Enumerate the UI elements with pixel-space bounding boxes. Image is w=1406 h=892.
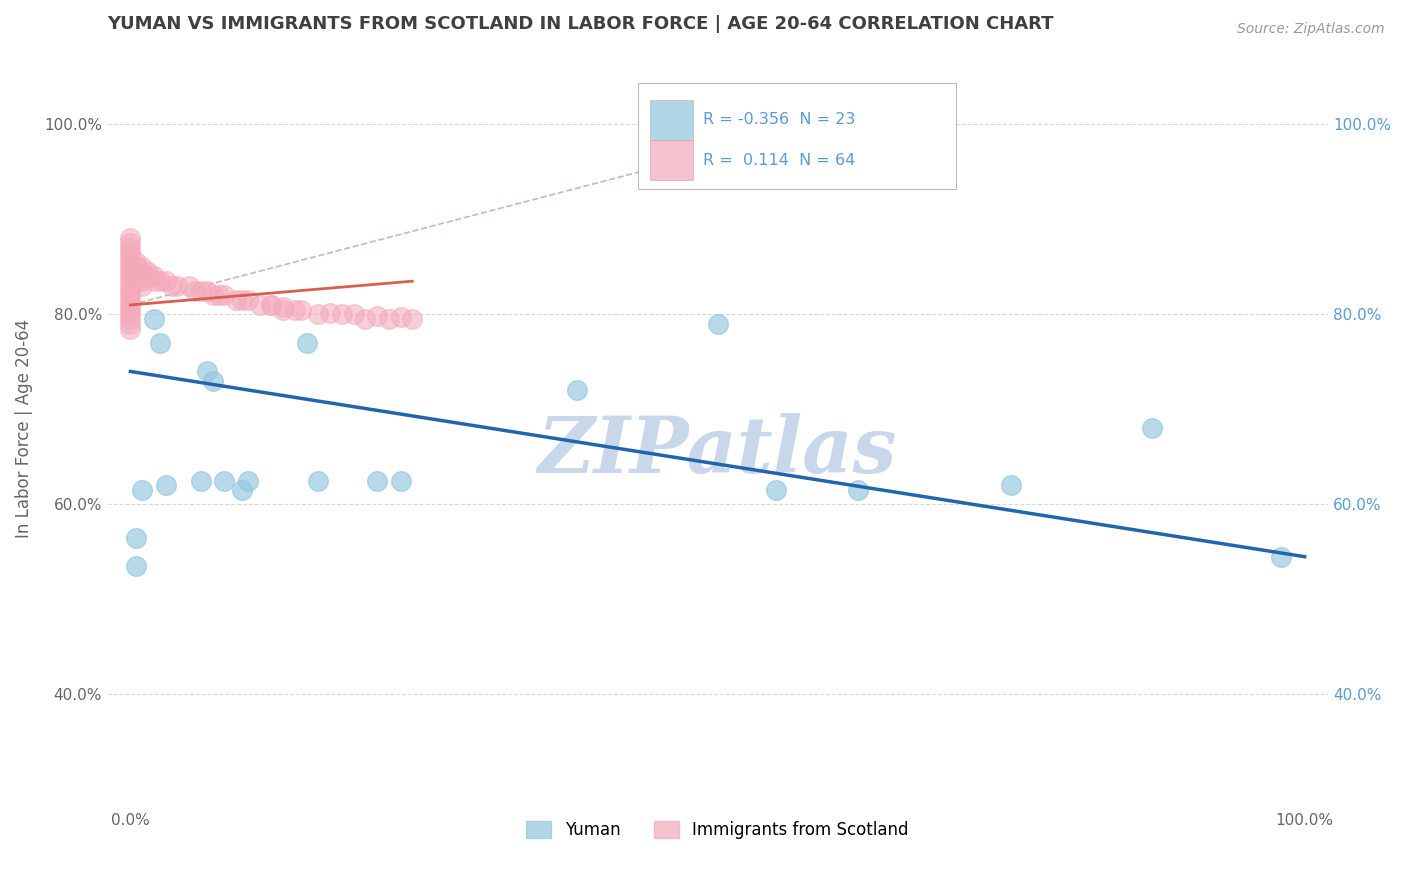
Point xyxy=(125,531,148,545)
Y-axis label: In Labor Force | Age 20-64: In Labor Force | Age 20-64 xyxy=(15,318,32,538)
Point xyxy=(149,274,172,288)
Point xyxy=(307,308,329,322)
Point xyxy=(120,279,142,293)
FancyBboxPatch shape xyxy=(638,83,956,189)
Point xyxy=(260,298,283,312)
Point xyxy=(401,312,423,326)
Point xyxy=(565,384,588,398)
Point xyxy=(120,317,142,331)
Point xyxy=(354,312,377,326)
Point xyxy=(131,279,153,293)
Point xyxy=(149,335,172,350)
Point xyxy=(120,293,142,308)
Point xyxy=(131,483,153,498)
Point xyxy=(284,302,307,317)
Point xyxy=(231,293,253,308)
Point xyxy=(330,308,353,322)
Point xyxy=(214,288,236,302)
Point xyxy=(142,269,165,284)
Point xyxy=(249,298,271,312)
Point xyxy=(142,312,165,326)
Point xyxy=(706,317,728,331)
Text: YUMAN VS IMMIGRANTS FROM SCOTLAND IN LABOR FORCE | AGE 20-64 CORRELATION CHART: YUMAN VS IMMIGRANTS FROM SCOTLAND IN LAB… xyxy=(107,15,1053,33)
FancyBboxPatch shape xyxy=(651,100,693,140)
Point xyxy=(155,274,177,288)
Point xyxy=(1000,478,1022,492)
Point xyxy=(201,374,224,388)
Point xyxy=(214,474,236,488)
Point xyxy=(236,474,259,488)
Point xyxy=(120,231,142,245)
Point xyxy=(378,312,401,326)
Point xyxy=(125,269,148,284)
Point xyxy=(120,284,142,298)
Point xyxy=(120,245,142,260)
Point xyxy=(120,265,142,279)
Point xyxy=(195,284,218,298)
Point xyxy=(195,364,218,378)
Point xyxy=(120,308,142,322)
Point xyxy=(120,298,142,312)
Point xyxy=(260,298,283,312)
Point xyxy=(231,483,253,498)
Point xyxy=(160,279,183,293)
Point xyxy=(125,260,148,274)
Legend: Yuman, Immigrants from Scotland: Yuman, Immigrants from Scotland xyxy=(520,814,915,846)
FancyBboxPatch shape xyxy=(651,140,693,180)
Point xyxy=(131,274,153,288)
Point xyxy=(120,260,142,274)
Point xyxy=(120,251,142,265)
Point xyxy=(190,284,212,298)
Point xyxy=(201,288,224,302)
Point xyxy=(120,312,142,326)
Point xyxy=(125,274,148,288)
Point xyxy=(155,478,177,492)
Point xyxy=(295,335,318,350)
Point xyxy=(125,255,148,269)
Point xyxy=(366,474,388,488)
Text: ZIPatlas: ZIPatlas xyxy=(538,413,897,490)
Point xyxy=(207,288,229,302)
Point xyxy=(389,474,412,488)
Point xyxy=(389,310,412,325)
Point xyxy=(142,274,165,288)
Point xyxy=(136,265,159,279)
Point xyxy=(120,274,142,288)
Point xyxy=(120,241,142,255)
Point xyxy=(120,255,142,269)
Point xyxy=(765,483,787,498)
Point xyxy=(184,284,207,298)
Point xyxy=(131,260,153,274)
Point xyxy=(342,308,364,322)
Point xyxy=(120,302,142,317)
Point xyxy=(125,265,148,279)
Point xyxy=(131,269,153,284)
Point xyxy=(271,302,294,317)
Point xyxy=(120,288,142,302)
Point xyxy=(366,310,388,324)
Point xyxy=(120,236,142,251)
Point xyxy=(131,265,153,279)
Point xyxy=(136,269,159,284)
Point xyxy=(271,300,294,314)
Point xyxy=(1140,421,1163,435)
Text: R = -0.356  N = 23: R = -0.356 N = 23 xyxy=(703,112,855,128)
Text: R =  0.114  N = 64: R = 0.114 N = 64 xyxy=(703,153,855,168)
Point xyxy=(848,483,870,498)
Point xyxy=(290,302,312,317)
Point xyxy=(120,321,142,335)
Text: Source: ZipAtlas.com: Source: ZipAtlas.com xyxy=(1237,22,1385,37)
Point xyxy=(307,474,329,488)
Point xyxy=(125,559,148,574)
Point xyxy=(190,474,212,488)
Point xyxy=(1270,549,1292,564)
Point xyxy=(319,305,342,319)
Point xyxy=(166,279,188,293)
Point xyxy=(225,293,247,308)
Point xyxy=(179,279,201,293)
Point xyxy=(236,293,259,308)
Point xyxy=(120,269,142,284)
